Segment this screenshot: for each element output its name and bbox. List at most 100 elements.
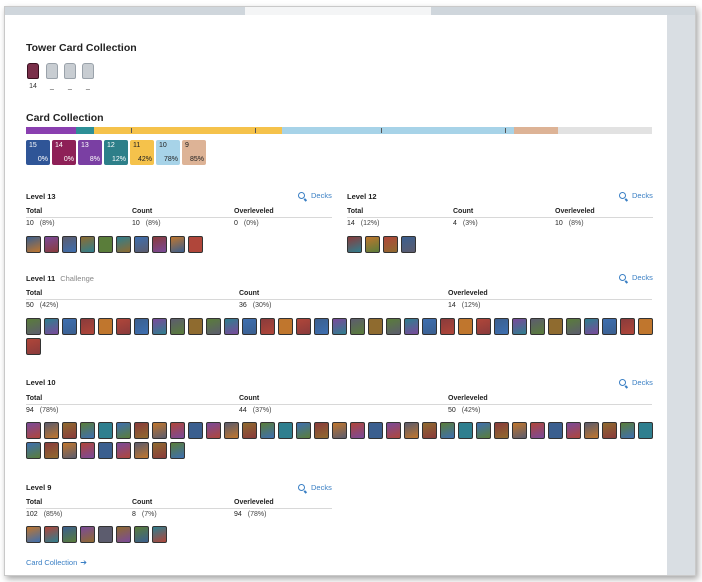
- card-thumbnail[interactable]: [347, 236, 362, 253]
- card-thumbnail[interactable]: [170, 422, 185, 439]
- card-thumbnail[interactable]: [530, 318, 545, 335]
- decks-link[interactable]: Decks: [619, 378, 653, 387]
- card-thumbnail[interactable]: [602, 422, 617, 439]
- decks-link[interactable]: Decks: [298, 483, 332, 492]
- card-thumbnail[interactable]: [26, 236, 41, 253]
- card-thumbnail[interactable]: [26, 338, 41, 355]
- card-thumbnail[interactable]: [440, 318, 455, 335]
- card-thumbnail[interactable]: [584, 318, 599, 335]
- card-thumbnail[interactable]: [386, 318, 401, 335]
- card-thumbnail[interactable]: [80, 422, 95, 439]
- card-thumbnail[interactable]: [62, 442, 77, 459]
- card-thumbnail[interactable]: [224, 318, 239, 335]
- card-thumbnail[interactable]: [134, 318, 149, 335]
- card-thumbnail[interactable]: [152, 318, 167, 335]
- card-thumbnail[interactable]: [152, 442, 167, 459]
- card-thumbnail[interactable]: [383, 236, 398, 253]
- card-thumbnail[interactable]: [98, 442, 113, 459]
- tower-card[interactable]: 14: [26, 63, 40, 90]
- card-thumbnail[interactable]: [188, 318, 203, 335]
- card-thumbnail[interactable]: [296, 318, 311, 335]
- card-thumbnail[interactable]: [98, 422, 113, 439]
- card-thumbnail[interactable]: [512, 318, 527, 335]
- card-thumbnail[interactable]: [296, 422, 311, 439]
- card-thumbnail[interactable]: [278, 422, 293, 439]
- card-thumbnail[interactable]: [62, 318, 77, 335]
- card-thumbnail[interactable]: [242, 422, 257, 439]
- card-thumbnail[interactable]: [188, 236, 203, 253]
- card-thumbnail[interactable]: [98, 318, 113, 335]
- card-thumbnail[interactable]: [458, 318, 473, 335]
- card-thumbnail[interactable]: [152, 526, 167, 543]
- card-thumbnail[interactable]: [332, 422, 347, 439]
- card-thumbnail[interactable]: [458, 422, 473, 439]
- card-thumbnail[interactable]: [386, 422, 401, 439]
- card-thumbnail[interactable]: [98, 236, 113, 253]
- card-thumbnail[interactable]: [332, 318, 347, 335]
- card-thumbnail[interactable]: [638, 318, 653, 335]
- tower-card[interactable]: _: [63, 63, 77, 90]
- card-thumbnail[interactable]: [620, 318, 635, 335]
- card-thumbnail[interactable]: [620, 422, 635, 439]
- card-thumbnail[interactable]: [26, 442, 41, 459]
- card-thumbnail[interactable]: [98, 526, 113, 543]
- level-chip-12[interactable]: 12 12%: [104, 140, 128, 165]
- card-thumbnail[interactable]: [134, 422, 149, 439]
- card-thumbnail[interactable]: [116, 526, 131, 543]
- card-thumbnail[interactable]: [314, 422, 329, 439]
- card-thumbnail[interactable]: [116, 236, 131, 253]
- card-thumbnail[interactable]: [26, 422, 41, 439]
- card-thumbnail[interactable]: [80, 442, 95, 459]
- card-thumbnail[interactable]: [350, 422, 365, 439]
- card-thumbnail[interactable]: [26, 526, 41, 543]
- decks-link[interactable]: Decks: [619, 273, 653, 282]
- card-thumbnail[interactable]: [494, 422, 509, 439]
- card-thumbnail[interactable]: [80, 236, 95, 253]
- card-thumbnail[interactable]: [494, 318, 509, 335]
- card-thumbnail[interactable]: [440, 422, 455, 439]
- card-thumbnail[interactable]: [116, 442, 131, 459]
- card-thumbnail[interactable]: [368, 422, 383, 439]
- decks-link[interactable]: Decks: [619, 191, 653, 200]
- card-collection-link[interactable]: Card Collection ➔: [26, 558, 87, 567]
- level-chip-10[interactable]: 10 78%: [156, 140, 180, 165]
- card-thumbnail[interactable]: [224, 422, 239, 439]
- card-thumbnail[interactable]: [476, 318, 491, 335]
- card-thumbnail[interactable]: [566, 318, 581, 335]
- card-thumbnail[interactable]: [206, 318, 221, 335]
- card-thumbnail[interactable]: [44, 526, 59, 543]
- card-thumbnail[interactable]: [152, 422, 167, 439]
- card-thumbnail[interactable]: [350, 318, 365, 335]
- card-thumbnail[interactable]: [44, 442, 59, 459]
- card-thumbnail[interactable]: [566, 422, 581, 439]
- card-thumbnail[interactable]: [134, 526, 149, 543]
- card-thumbnail[interactable]: [548, 318, 563, 335]
- card-thumbnail[interactable]: [530, 422, 545, 439]
- level-chip-15[interactable]: 15 0%: [26, 140, 50, 165]
- card-thumbnail[interactable]: [116, 318, 131, 335]
- card-thumbnail[interactable]: [80, 526, 95, 543]
- card-thumbnail[interactable]: [62, 236, 77, 253]
- card-thumbnail[interactable]: [44, 236, 59, 253]
- tower-card[interactable]: _: [81, 63, 95, 90]
- card-thumbnail[interactable]: [206, 422, 221, 439]
- card-thumbnail[interactable]: [170, 442, 185, 459]
- card-thumbnail[interactable]: [44, 318, 59, 335]
- card-thumbnail[interactable]: [26, 318, 41, 335]
- card-thumbnail[interactable]: [170, 318, 185, 335]
- level-chip-14[interactable]: 14 0%: [52, 140, 76, 165]
- card-thumbnail[interactable]: [260, 318, 275, 335]
- card-thumbnail[interactable]: [62, 422, 77, 439]
- card-thumbnail[interactable]: [584, 422, 599, 439]
- card-thumbnail[interactable]: [548, 422, 563, 439]
- card-thumbnail[interactable]: [188, 422, 203, 439]
- card-thumbnail[interactable]: [314, 318, 329, 335]
- card-thumbnail[interactable]: [80, 318, 95, 335]
- level-chip-9[interactable]: 9 85%: [182, 140, 206, 165]
- card-thumbnail[interactable]: [422, 318, 437, 335]
- card-thumbnail[interactable]: [512, 422, 527, 439]
- card-thumbnail[interactable]: [134, 442, 149, 459]
- card-thumbnail[interactable]: [476, 422, 491, 439]
- level-chip-11[interactable]: 11 42%: [130, 140, 154, 165]
- card-thumbnail[interactable]: [404, 422, 419, 439]
